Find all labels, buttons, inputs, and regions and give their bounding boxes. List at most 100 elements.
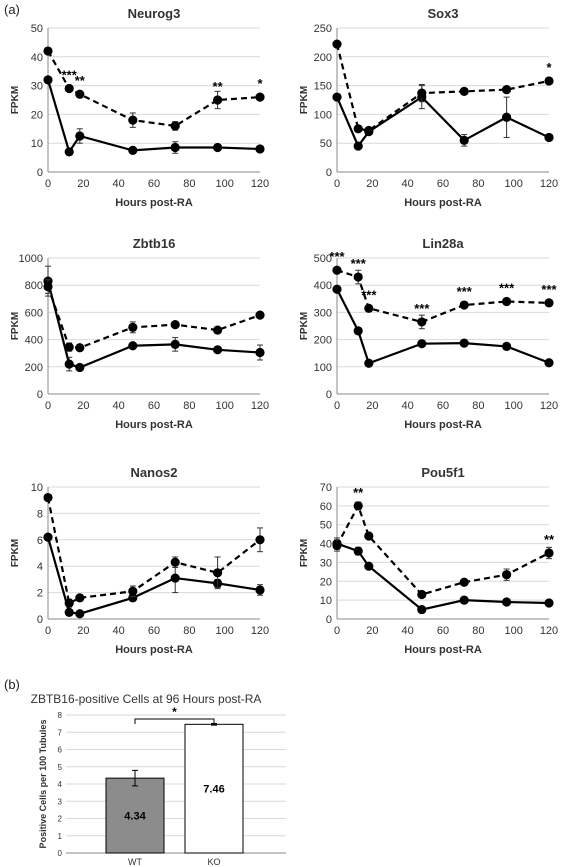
y-tick-label: 50 (320, 138, 332, 150)
data-point (43, 492, 53, 503)
y-tick-label: 500 (314, 253, 332, 265)
data-point (544, 548, 554, 558)
bar-value-label: 7.46 (203, 784, 224, 796)
x-tick-label: 40 (113, 625, 125, 637)
data-point (170, 557, 180, 567)
data-point (459, 338, 469, 348)
y-tick-label: 5 (58, 763, 63, 772)
y-tick-label: 50 (31, 23, 43, 35)
data-point (364, 125, 374, 136)
data-point (332, 39, 342, 49)
data-point (213, 345, 223, 355)
y-tick-label: 20 (31, 109, 43, 121)
data-point (128, 341, 138, 351)
data-point (64, 598, 74, 608)
data-point (364, 303, 374, 313)
y-tick-label: 400 (314, 280, 332, 292)
x-tick-label: 100 (504, 400, 522, 412)
chart-title: Zbtb16 (133, 236, 176, 251)
y-tick-label: 300 (314, 307, 332, 319)
y-tick-label: 150 (314, 81, 332, 93)
y-tick-label: 0 (326, 167, 332, 179)
data-point (353, 124, 363, 134)
data-point (417, 317, 427, 327)
data-point (128, 593, 138, 603)
x-tick-label: 80 (472, 625, 484, 637)
data-point (502, 570, 512, 580)
significance-marker: ** (353, 485, 364, 500)
data-point (353, 326, 363, 336)
significance-bracket (134, 718, 215, 724)
x-tick-label: 40 (402, 400, 414, 412)
significance-marker: *** (361, 287, 377, 302)
x-tick-label: 0 (45, 178, 51, 190)
significance-marker: * (172, 705, 177, 719)
x-tick-label: 100 (215, 625, 233, 637)
data-point (213, 95, 223, 105)
y-tick-label: 400 (25, 335, 43, 347)
significance-marker: *** (499, 281, 515, 296)
y-tick-label: 2 (58, 815, 63, 824)
data-point (213, 325, 223, 335)
y-tick-label: 250 (314, 23, 332, 35)
x-tick-label: 120 (540, 400, 558, 412)
x-tick-label: 100 (504, 178, 522, 190)
data-point (170, 320, 180, 330)
y-axis-title: FPKM (299, 312, 310, 340)
x-tick-label: 20 (366, 400, 378, 412)
data-point (332, 92, 342, 102)
y-tick-label: 30 (31, 81, 43, 93)
x-tick-label: KO (207, 857, 220, 867)
data-point (332, 265, 342, 275)
data-point (417, 604, 427, 615)
x-tick-label: 60 (437, 625, 449, 637)
significance-marker: *** (457, 284, 473, 299)
data-point (128, 586, 138, 596)
y-tick-label: 1 (58, 832, 63, 841)
data-point (43, 75, 53, 85)
data-point (75, 89, 85, 99)
data-point (502, 296, 512, 307)
series-line-solid (46, 280, 261, 369)
y-tick-label: 1000 (19, 253, 43, 265)
x-tick-label: 100 (504, 625, 522, 637)
data-point (255, 347, 265, 358)
chart-title: ZBTB16-positive Cells at 96 Hours post-R… (31, 692, 262, 706)
data-point (502, 597, 512, 607)
y-tick-label: 100 (314, 362, 332, 374)
data-point (213, 142, 223, 153)
x-tick-label: 60 (148, 625, 160, 637)
x-tick-label: 0 (334, 625, 340, 637)
x-tick-label: 0 (45, 400, 51, 412)
x-tick-label: 20 (77, 178, 89, 190)
y-tick-label: 6 (58, 746, 63, 755)
y-tick-label: 10 (320, 595, 332, 607)
data-point (128, 322, 138, 332)
x-tick-label: 80 (183, 625, 195, 637)
data-point (170, 339, 180, 349)
y-axis-title: FPKM (10, 86, 21, 114)
data-point (544, 76, 554, 86)
significance-marker: *** (351, 256, 367, 271)
significance-marker: ** (75, 73, 86, 88)
significance-marker: *** (62, 67, 78, 82)
x-tick-label: 80 (183, 400, 195, 412)
chart-title: Pou5f1 (421, 465, 464, 480)
data-point (255, 535, 265, 545)
x-tick-label: 60 (437, 400, 449, 412)
data-point (353, 546, 363, 556)
y-tick-label: 800 (25, 280, 43, 292)
data-point (364, 358, 374, 368)
x-tick-label: 40 (113, 178, 125, 190)
data-point (64, 342, 74, 352)
data-point (75, 609, 85, 619)
significance-marker: *** (329, 249, 345, 264)
x-tick-label: 60 (437, 178, 449, 190)
x-tick-label: 40 (402, 625, 414, 637)
data-point (255, 310, 265, 320)
y-tick-label: 8 (37, 508, 43, 520)
y-tick-label: 0 (326, 389, 332, 401)
data-point (459, 135, 469, 145)
x-tick-label: 0 (45, 625, 51, 637)
